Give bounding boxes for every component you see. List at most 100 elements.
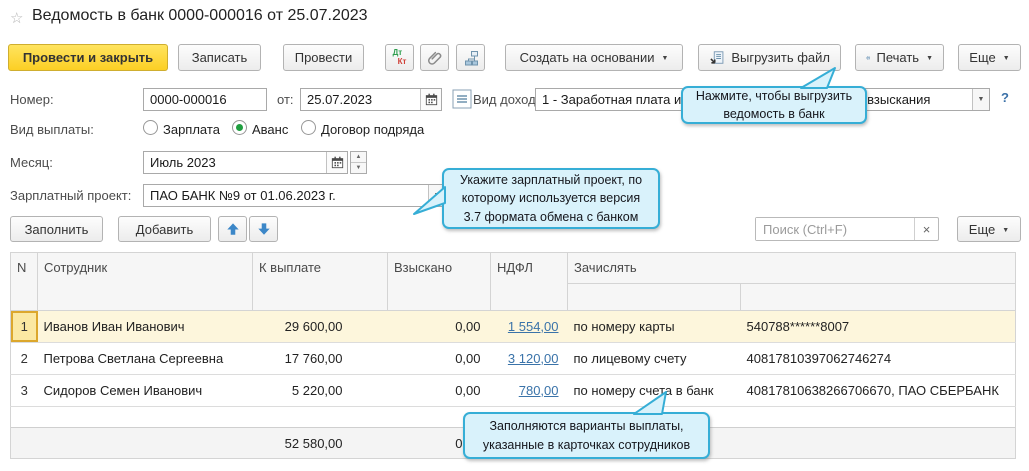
payment-type-label: Вид выплаты:: [10, 122, 94, 137]
add-button[interactable]: Добавить: [118, 216, 211, 242]
attachments-button[interactable]: [420, 44, 449, 71]
print-label: Печать: [876, 50, 920, 65]
month-input[interactable]: Июль 2023: [143, 151, 348, 174]
credit-account-cell[interactable]: 40817810397062746274: [740, 342, 1016, 375]
more-table-label: Еще: [968, 221, 996, 237]
save-label: Записать: [191, 50, 248, 65]
history-list-button[interactable]: [452, 89, 472, 112]
page-title: Ведомость в банк 0000-000016 от 25.07.20…: [32, 7, 368, 24]
number-label: Номер:: [10, 92, 54, 107]
col-subheader-credit-account[interactable]: [740, 283, 1016, 311]
save-button[interactable]: Записать: [178, 44, 261, 71]
chevron-down-icon: ▼: [661, 55, 669, 62]
ndfl-link[interactable]: 3 120,00: [507, 351, 559, 366]
export-file-button[interactable]: Выгрузить файл: [698, 44, 841, 71]
favorite-star-icon[interactable]: ☆: [10, 10, 24, 27]
radio-contract[interactable]: [301, 120, 316, 135]
more-table-button[interactable]: Еще ▼: [957, 216, 1021, 242]
col-header-withheld[interactable]: Взыскано: [387, 252, 491, 311]
table-row[interactable]: 2 Петрова Светлана Сергеевна 17 760,00 0…: [10, 342, 1016, 375]
salary-project-value: ПАО БАНК №9 от 01.06.2023 г.: [150, 188, 336, 203]
chevron-down-icon[interactable]: ▼: [972, 89, 989, 110]
amount-cell[interactable]: 17 760,00: [252, 342, 388, 375]
credit-method-cell[interactable]: по лицевому счету: [567, 342, 741, 375]
col-header-employee[interactable]: Сотрудник: [37, 252, 253, 311]
ndfl-cell[interactable]: 1 554,00: [490, 310, 568, 343]
row-number-cell[interactable]: 2: [10, 342, 38, 375]
calendar-picker-button[interactable]: [420, 89, 441, 110]
paperclip-icon: [427, 51, 441, 65]
move-down-button[interactable]: [249, 216, 278, 242]
post-and-close-button[interactable]: Провести и закрыть: [8, 44, 168, 71]
print-button[interactable]: Печать ▼: [855, 44, 944, 71]
ndfl-cell[interactable]: 3 120,00: [490, 342, 568, 375]
row-number-cell[interactable]: 3: [10, 374, 38, 407]
spinner-down-icon[interactable]: ▼: [355, 165, 362, 171]
totals-employee-cell: [37, 427, 253, 459]
employee-cell[interactable]: Петрова Светлана Сергеевна: [37, 342, 253, 375]
tooltip-payout-text: Заполняются варианты выплаты, указанные …: [482, 419, 691, 452]
radio-salary[interactable]: [143, 120, 158, 135]
withheld-cell[interactable]: 0,00: [387, 374, 491, 407]
clear-search-icon[interactable]: ×: [914, 218, 938, 240]
salary-project-label: Зарплатный проект:: [10, 188, 132, 203]
date-input[interactable]: 25.07.2023: [300, 88, 442, 111]
create-based-on-button[interactable]: Создать на основании ▼: [505, 44, 683, 71]
credit-account-cell[interactable]: 40817810638266706670, ПАО СБЕРБАНК: [740, 374, 1016, 407]
income-type-label: Вид дохода:: [473, 92, 547, 107]
radio-advance[interactable]: [232, 120, 247, 135]
search-input[interactable]: [756, 218, 914, 240]
credit-method-cell[interactable]: по номеру счета в банк: [567, 374, 741, 407]
callout-pointer: [413, 186, 446, 215]
more-toolbar-button[interactable]: Еще ▼: [958, 44, 1021, 71]
ndfl-link[interactable]: 1 554,00: [507, 319, 559, 334]
col-header-n[interactable]: N: [10, 252, 38, 311]
radio-contract-label[interactable]: Договор подряда: [321, 122, 425, 137]
credit-method-cell[interactable]: по номеру карты: [567, 310, 741, 343]
month-stepper[interactable]: ▲ ▼: [350, 151, 367, 174]
fill-label: Заполнить: [24, 221, 89, 237]
create-based-on-label: Создать на основании: [519, 50, 655, 65]
col-header-amount[interactable]: К выплате: [252, 252, 388, 311]
spinner-up-icon[interactable]: ▲: [351, 152, 366, 163]
calendar-picker-button[interactable]: [326, 152, 347, 173]
arrow-up-icon: [226, 223, 239, 235]
col-header-ndfl[interactable]: НДФЛ: [490, 252, 568, 311]
document-structure-icon: [464, 50, 478, 65]
callout-pointer: [633, 391, 667, 415]
withheld-cell[interactable]: 0,00: [387, 310, 491, 343]
credit-account-cell[interactable]: 540788******8007: [740, 310, 1016, 343]
employee-cell[interactable]: Иванов Иван Иванович: [37, 310, 253, 343]
totals-n-cell: [10, 427, 38, 459]
show-postings-button[interactable]: Дт Кт: [385, 44, 414, 71]
totals-account-cell: [740, 427, 1016, 459]
tooltip-export-text: Нажмите, чтобы выгрузить ведомость в бан…: [695, 88, 853, 121]
employee-cell[interactable]: Сидоров Семен Иванович: [37, 374, 253, 407]
ndfl-link[interactable]: 780,00: [518, 383, 559, 398]
amount-cell[interactable]: 29 600,00: [252, 310, 388, 343]
move-up-button[interactable]: [218, 216, 247, 242]
table-row[interactable]: 3 Сидоров Семен Иванович 5 220,00 0,00 7…: [10, 374, 1016, 407]
radio-advance-label[interactable]: Аванс: [252, 122, 289, 137]
tooltip-export-file: Нажмите, чтобы выгрузить ведомость в бан…: [681, 86, 867, 124]
col-header-credit[interactable]: Зачислять: [567, 252, 1016, 284]
totals-amount-cell: 52 580,00: [252, 427, 388, 459]
chevron-down-icon: ▼: [1002, 55, 1010, 62]
list-icon: [452, 89, 472, 109]
row-number-cell[interactable]: 1: [10, 310, 38, 343]
tooltip-project-text: Укажите зарплатный проект, по которому и…: [459, 173, 643, 224]
post-button[interactable]: Провести: [283, 44, 364, 71]
col-subheader-credit-method[interactable]: [567, 283, 741, 311]
radio-salary-label[interactable]: Зарплата: [163, 122, 220, 137]
number-input[interactable]: 0000-000016: [143, 88, 267, 111]
salary-project-select[interactable]: ПАО БАНК №9 от 01.06.2023 г. ▼: [143, 184, 446, 207]
fill-button[interactable]: Заполнить: [10, 216, 103, 242]
table-row[interactable]: 1 Иванов Иван Иванович 29 600,00 0,00 1 …: [10, 310, 1016, 343]
amount-cell[interactable]: 5 220,00: [252, 374, 388, 407]
printer-icon: [866, 55, 870, 60]
related-documents-button[interactable]: [456, 44, 485, 71]
withheld-cell[interactable]: 0,00: [387, 342, 491, 375]
ndfl-cell[interactable]: 780,00: [490, 374, 568, 407]
help-icon[interactable]: ?: [1001, 90, 1009, 105]
